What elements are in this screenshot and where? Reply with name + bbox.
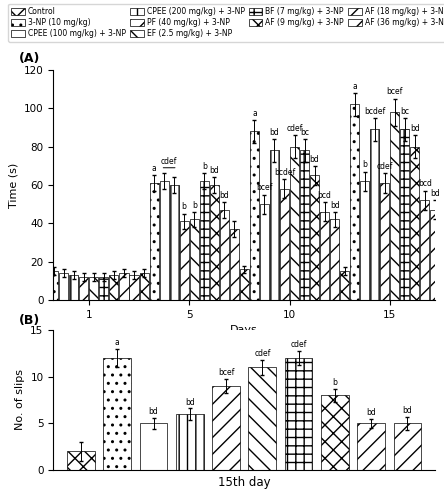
- Bar: [249, 368, 276, 470]
- Legend: Control, 3-NP (10 mg/kg), CPEE (100 mg/kg) + 3-NP, CPEE (200 mg/kg) + 3-NP, PF (: Control, 3-NP (10 mg/kg), CPEE (100 mg/k…: [8, 4, 444, 42]
- X-axis label: 15th day: 15th day: [218, 476, 270, 488]
- Text: bcef: bcef: [218, 368, 234, 376]
- Bar: [340, 271, 349, 300]
- Bar: [119, 273, 128, 300]
- Bar: [430, 210, 440, 300]
- Bar: [350, 104, 359, 300]
- Bar: [89, 277, 99, 300]
- Text: cdef: cdef: [286, 124, 303, 133]
- Bar: [290, 146, 299, 300]
- Text: (A): (A): [19, 52, 40, 66]
- Text: bcd: bcd: [317, 191, 332, 200]
- Text: bcef: bcef: [256, 184, 273, 192]
- Bar: [103, 358, 131, 470]
- Bar: [321, 396, 349, 470]
- Text: bcef: bcef: [387, 88, 403, 96]
- Text: bd: bd: [403, 406, 412, 415]
- Y-axis label: No. of slips: No. of slips: [15, 370, 25, 430]
- Text: b: b: [362, 160, 367, 170]
- Text: bd: bd: [219, 191, 229, 200]
- Bar: [79, 277, 88, 300]
- Bar: [130, 275, 139, 300]
- Text: bd: bd: [430, 189, 440, 198]
- Text: a: a: [353, 82, 357, 90]
- Text: bd: bd: [366, 408, 376, 417]
- Text: cdef: cdef: [161, 157, 177, 166]
- Text: bd: bd: [149, 407, 159, 416]
- Bar: [67, 452, 95, 470]
- Text: bd: bd: [330, 200, 340, 209]
- Text: bd: bd: [185, 398, 194, 406]
- Bar: [400, 130, 409, 300]
- X-axis label: Days: Days: [230, 326, 258, 336]
- Text: bcd: bcd: [418, 180, 432, 188]
- Bar: [49, 271, 58, 300]
- Bar: [370, 130, 379, 300]
- Bar: [59, 273, 68, 300]
- Bar: [300, 150, 309, 300]
- Bar: [240, 270, 249, 300]
- Bar: [320, 212, 329, 300]
- Bar: [190, 220, 199, 300]
- Bar: [159, 181, 169, 300]
- Bar: [330, 220, 339, 300]
- Bar: [260, 204, 269, 300]
- Text: bd: bd: [410, 124, 420, 133]
- Bar: [393, 424, 421, 470]
- Text: b: b: [182, 202, 186, 211]
- Text: cdef: cdef: [254, 349, 270, 358]
- Text: bc: bc: [300, 128, 309, 136]
- Bar: [170, 185, 178, 300]
- Y-axis label: Time (s): Time (s): [8, 162, 18, 208]
- Bar: [69, 275, 78, 300]
- Bar: [357, 424, 385, 470]
- Text: cdef: cdef: [290, 340, 307, 348]
- Bar: [230, 229, 239, 300]
- Bar: [139, 273, 149, 300]
- Bar: [285, 358, 313, 470]
- Text: bd: bd: [310, 154, 319, 164]
- Bar: [99, 277, 108, 300]
- Bar: [280, 189, 289, 300]
- Bar: [180, 222, 189, 300]
- Text: a: a: [152, 164, 156, 173]
- Bar: [220, 210, 229, 300]
- Bar: [140, 424, 167, 470]
- Bar: [420, 200, 429, 300]
- Bar: [410, 146, 420, 300]
- Text: cdef: cdef: [377, 162, 393, 171]
- Text: bcdef: bcdef: [364, 106, 385, 116]
- Bar: [109, 275, 119, 300]
- Bar: [250, 132, 259, 300]
- Text: bcdef: bcdef: [274, 168, 295, 177]
- Bar: [390, 112, 399, 300]
- Text: (B): (B): [19, 314, 40, 327]
- Bar: [210, 185, 219, 300]
- Bar: [39, 275, 48, 300]
- Bar: [360, 181, 369, 300]
- Bar: [150, 183, 159, 300]
- Bar: [310, 176, 319, 300]
- Text: b: b: [333, 378, 337, 387]
- Text: bd: bd: [210, 166, 219, 175]
- Text: b: b: [192, 200, 197, 209]
- Bar: [212, 386, 240, 470]
- Text: a: a: [115, 338, 119, 347]
- Bar: [176, 414, 204, 470]
- Text: a: a: [252, 108, 257, 118]
- Text: bc: bc: [400, 106, 409, 116]
- Bar: [380, 183, 389, 300]
- Bar: [270, 150, 279, 300]
- Bar: [200, 181, 209, 300]
- Text: b: b: [202, 162, 206, 171]
- Text: bd: bd: [270, 128, 279, 136]
